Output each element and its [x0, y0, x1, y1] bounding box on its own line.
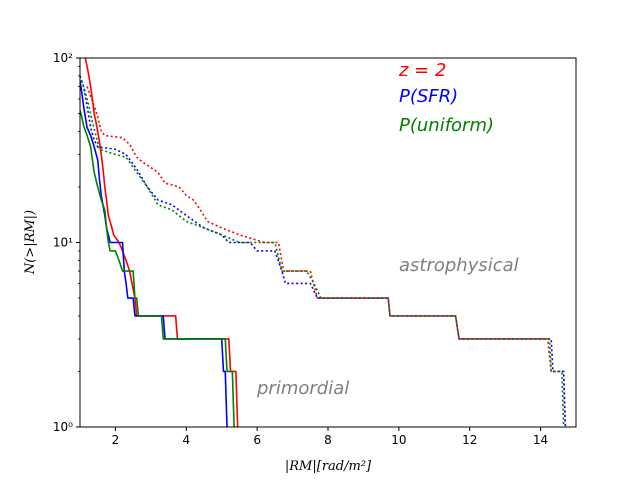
annotation-primordial: primordial — [256, 378, 349, 399]
x-tick-label-10: 10 — [391, 433, 406, 447]
series-2-primordial-line — [80, 110, 235, 427]
y-tick-label-1: 10⁰ — [53, 420, 73, 434]
series-5-astrophysical-line — [81, 80, 565, 427]
y-axis-label: N(>|RM|) — [23, 210, 38, 275]
series-1-primordial-line — [80, 80, 228, 427]
x-tick-label-14: 14 — [533, 433, 548, 447]
x-tick-label-6: 6 — [253, 433, 261, 447]
y-tick-label-100: 10² — [53, 51, 73, 65]
series-3-astrophysical-line — [86, 86, 567, 427]
series-0-primordial-line — [84, 58, 239, 427]
axes-layer: 2 4 6 8 10 12 14 10⁰ 10¹ 10² — [53, 51, 548, 447]
legend-entry-z2: z = 2 — [398, 60, 446, 81]
x-tick-label-4: 4 — [182, 433, 190, 447]
legend-entry-puniform: P(uniform) — [399, 115, 494, 136]
y-tick-label-10: 10¹ — [53, 236, 73, 250]
legend-entry-psfr: P(SFR) — [399, 86, 458, 107]
x-tick-label-2: 2 — [112, 433, 120, 447]
series-layer — [80, 58, 567, 427]
x-tick-label-12: 12 — [462, 433, 477, 447]
x-tick-label-8: 8 — [324, 433, 332, 447]
x-axis-label: |RM|[rad/m²] — [285, 459, 372, 474]
series-4-astrophysical-line — [80, 75, 567, 427]
annotation-astrophysical: astrophysical — [399, 255, 519, 276]
